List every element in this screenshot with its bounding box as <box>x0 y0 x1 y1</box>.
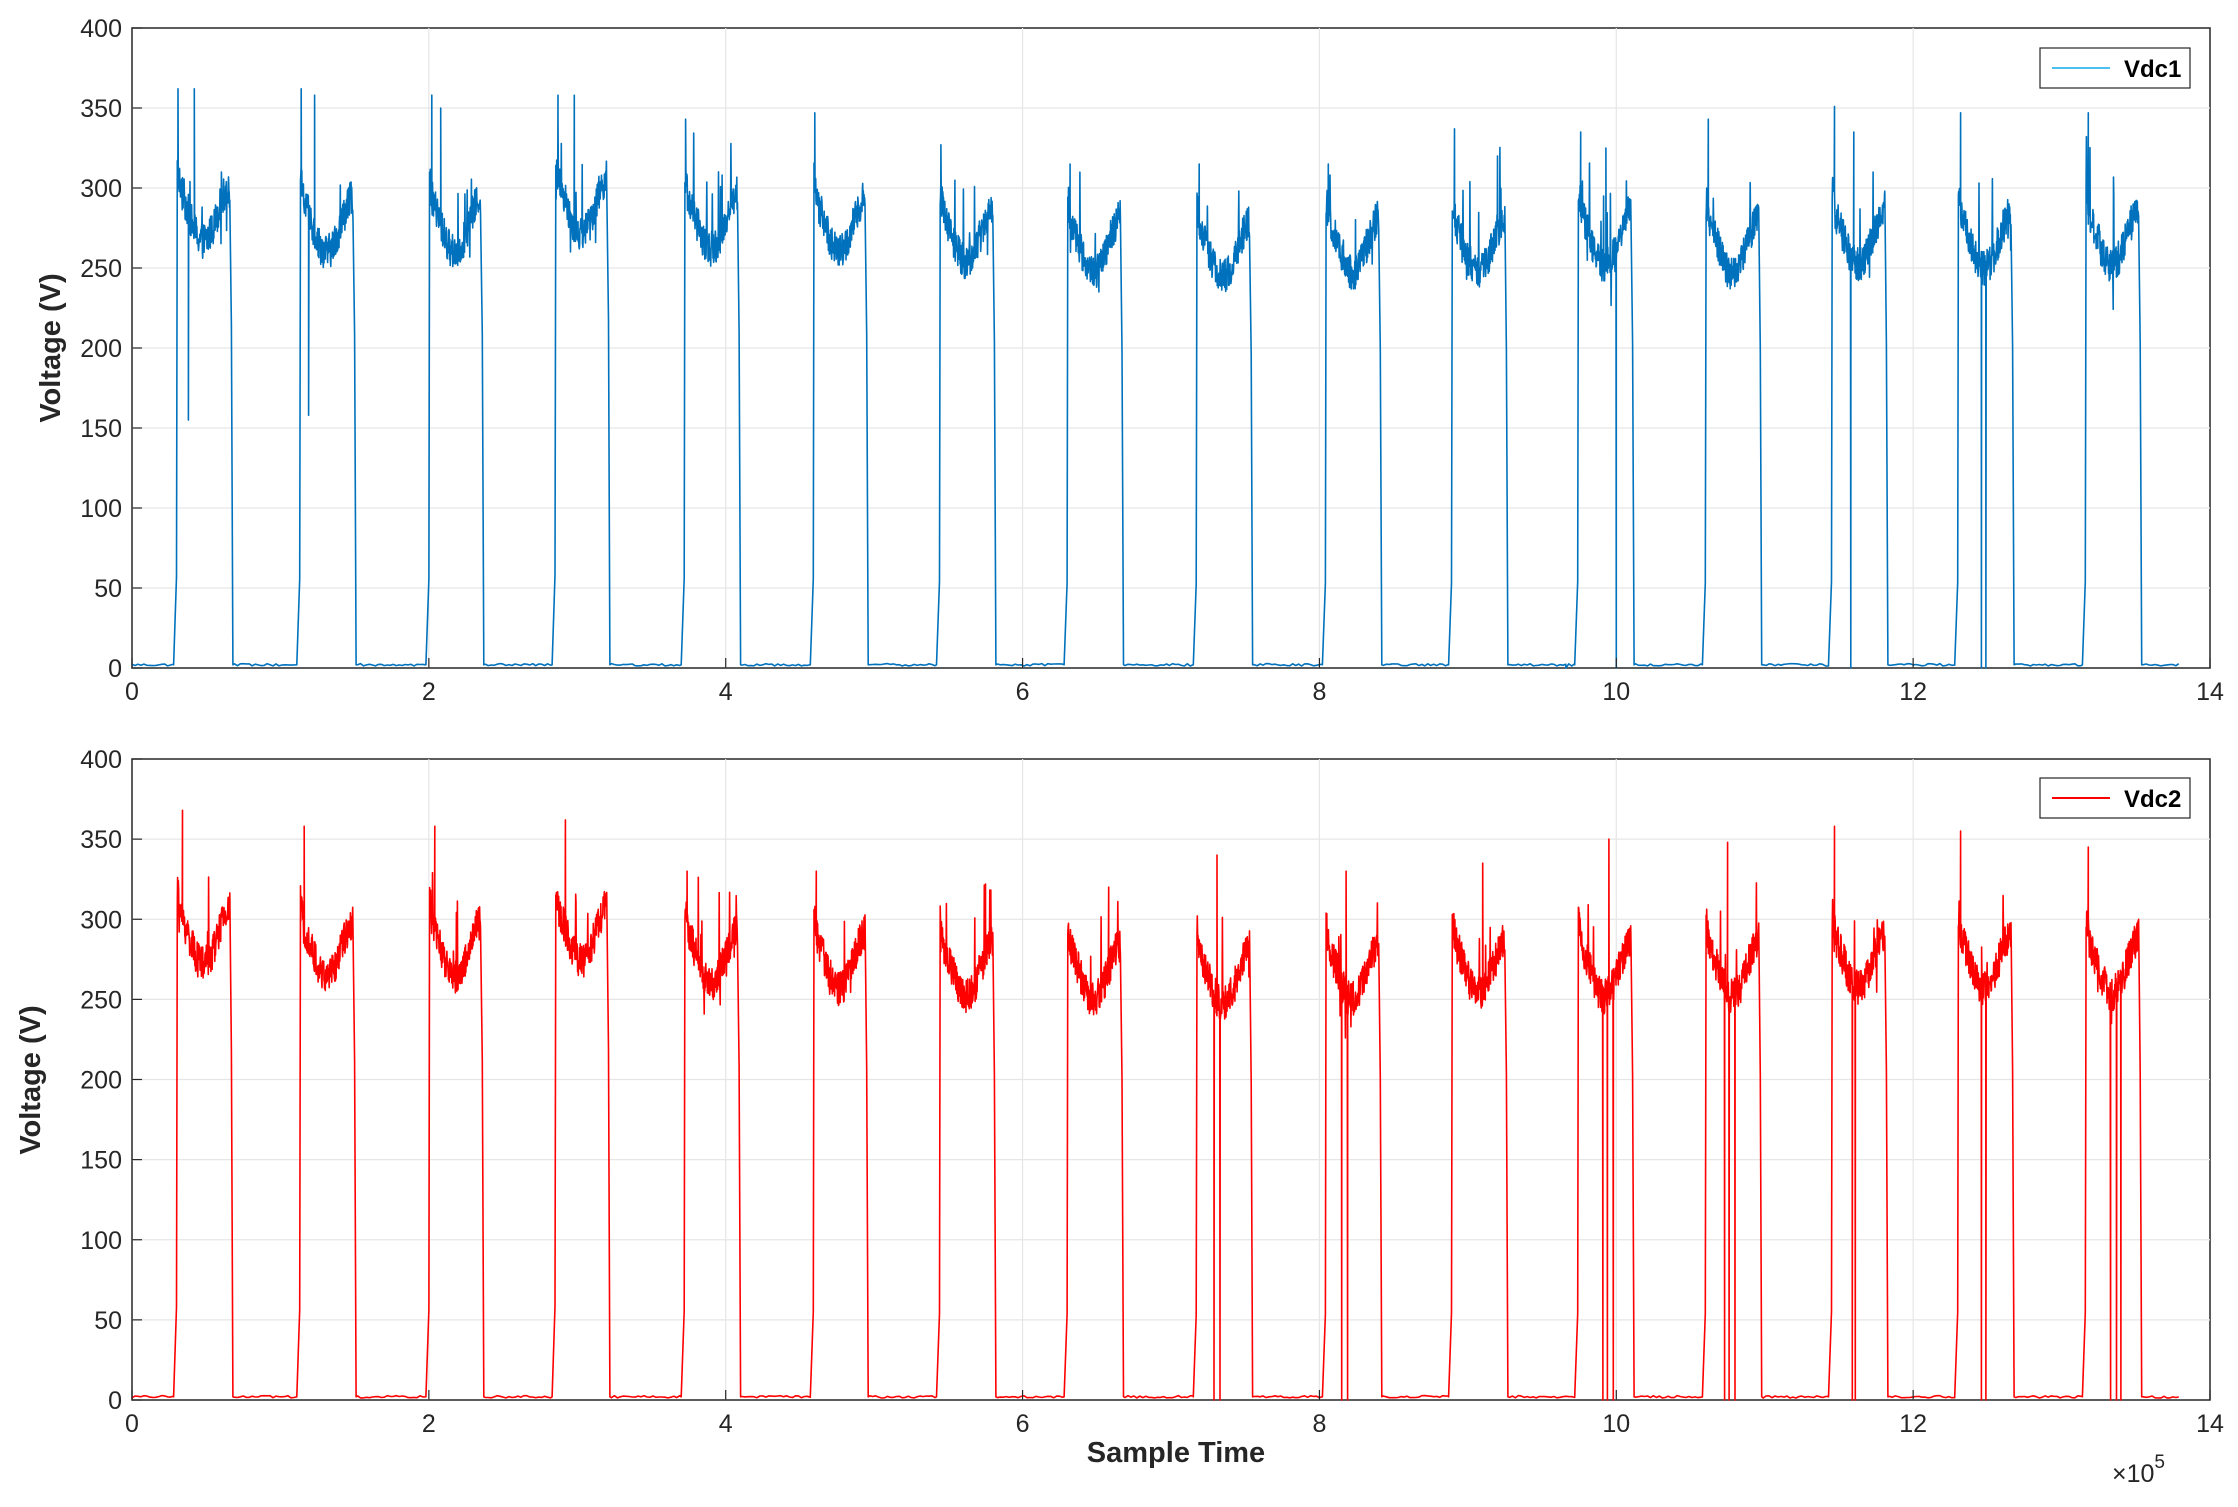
x-tick-label: 4 <box>719 1410 733 1438</box>
y-tick-label: 300 <box>80 175 122 203</box>
y-tick-label: 200 <box>80 335 122 363</box>
y-axis-label: Voltage (V) <box>15 1005 47 1154</box>
x-tick-label: 0 <box>125 1410 139 1438</box>
x-tick-label: 8 <box>1312 1410 1326 1438</box>
y-tick-label: 400 <box>80 746 122 774</box>
y-axis-label: Voltage (V) <box>35 273 67 422</box>
x-tick-label: 8 <box>1312 678 1326 706</box>
x-tick-label: 10 <box>1602 1410 1630 1438</box>
gridlines <box>132 28 2210 668</box>
y-tick-label: 150 <box>80 415 122 443</box>
x-tick-label: 0 <box>125 678 139 706</box>
x-tick-label: 14 <box>2196 678 2224 706</box>
x-tick-label: 4 <box>719 678 733 706</box>
plot-area <box>131 809 2179 1401</box>
legend-label-vdc2: Vdc2 <box>2124 786 2181 813</box>
y-tick-label: 50 <box>94 1307 122 1335</box>
x-tick-label: 14 <box>2196 1410 2224 1438</box>
x-axis-multiplier: ×105 <box>2112 1452 2165 1488</box>
y-tick-label: 400 <box>80 15 122 43</box>
x-tick-label: 2 <box>422 678 436 706</box>
legend[interactable]: Vdc2 <box>2039 777 2191 819</box>
tick-labels: 0 50 100 150 200 250 300 350 400 0 2 4 6 8 10 12 14 <box>80 15 2224 706</box>
y-tick-label: 150 <box>80 1147 122 1175</box>
x-tick-label: 12 <box>1899 1410 1927 1438</box>
y-tick-label: 350 <box>80 95 122 123</box>
x-tick-label: 12 <box>1899 678 1927 706</box>
y-tick-label: 100 <box>80 495 122 523</box>
y-tick-label: 250 <box>80 986 122 1014</box>
y-tick-label: 0 <box>108 1387 122 1415</box>
x-multiplier-exponent: 5 <box>2154 1452 2165 1473</box>
y-tick-label: 50 <box>94 575 122 603</box>
x-multiplier-base: ×10 <box>2112 1460 2154 1488</box>
y-tick-label: 250 <box>80 255 122 283</box>
y-tick-label: 100 <box>80 1227 122 1255</box>
series-line-vdc2 <box>131 809 2179 1401</box>
y-tick-label: 300 <box>80 906 122 934</box>
tick-labels: 0 50 100 150 200 250 300 350 400 0 2 4 6 8 10 12 14 <box>80 746 2224 1438</box>
plot-area <box>131 88 2180 669</box>
y-tick-label: 200 <box>80 1067 122 1095</box>
subplot-vdc1: 0 50 100 150 200 250 300 350 400 0 2 4 6 8 10 12 14 Volt… <box>35 15 2224 706</box>
x-tick-label: 2 <box>422 1410 436 1438</box>
legend-label-vdc1: Vdc1 <box>2124 56 2181 83</box>
y-tick-label: 350 <box>80 826 122 854</box>
legend[interactable]: Vdc1 <box>2039 47 2191 89</box>
subplot-vdc2: 0 50 100 150 200 250 300 350 400 0 2 4 6 8 10 12 14 Volt… <box>15 746 2224 1438</box>
series-line-vdc1 <box>131 88 2180 669</box>
x-tick-label: 6 <box>1016 1410 1030 1438</box>
x-tick-label: 10 <box>1602 678 1630 706</box>
x-tick-label: 6 <box>1016 678 1030 706</box>
x-axis-label: Sample Time <box>1087 1437 1265 1469</box>
y-tick-label: 0 <box>108 655 122 683</box>
